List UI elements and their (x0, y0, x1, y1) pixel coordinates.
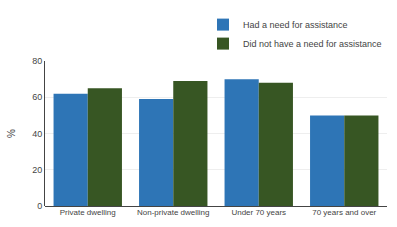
svg-text:20: 20 (32, 165, 42, 175)
svg-text:Private dwelling: Private dwelling (60, 208, 116, 217)
svg-text:60: 60 (32, 92, 42, 102)
svg-text:Non-private dwelling: Non-private dwelling (137, 208, 209, 217)
svg-text:0: 0 (37, 201, 42, 211)
svg-text:40: 40 (32, 129, 42, 139)
svg-text:%: % (6, 129, 17, 138)
svg-text:Had a need for assistance: Had a need for assistance (243, 20, 348, 30)
svg-text:Under 70 years: Under 70 years (231, 208, 286, 217)
svg-text:Did not have a need for assist: Did not have a need for assistance (243, 39, 382, 49)
svg-text:70 years and over: 70 years and over (312, 208, 376, 217)
svg-text:80: 80 (32, 56, 42, 66)
